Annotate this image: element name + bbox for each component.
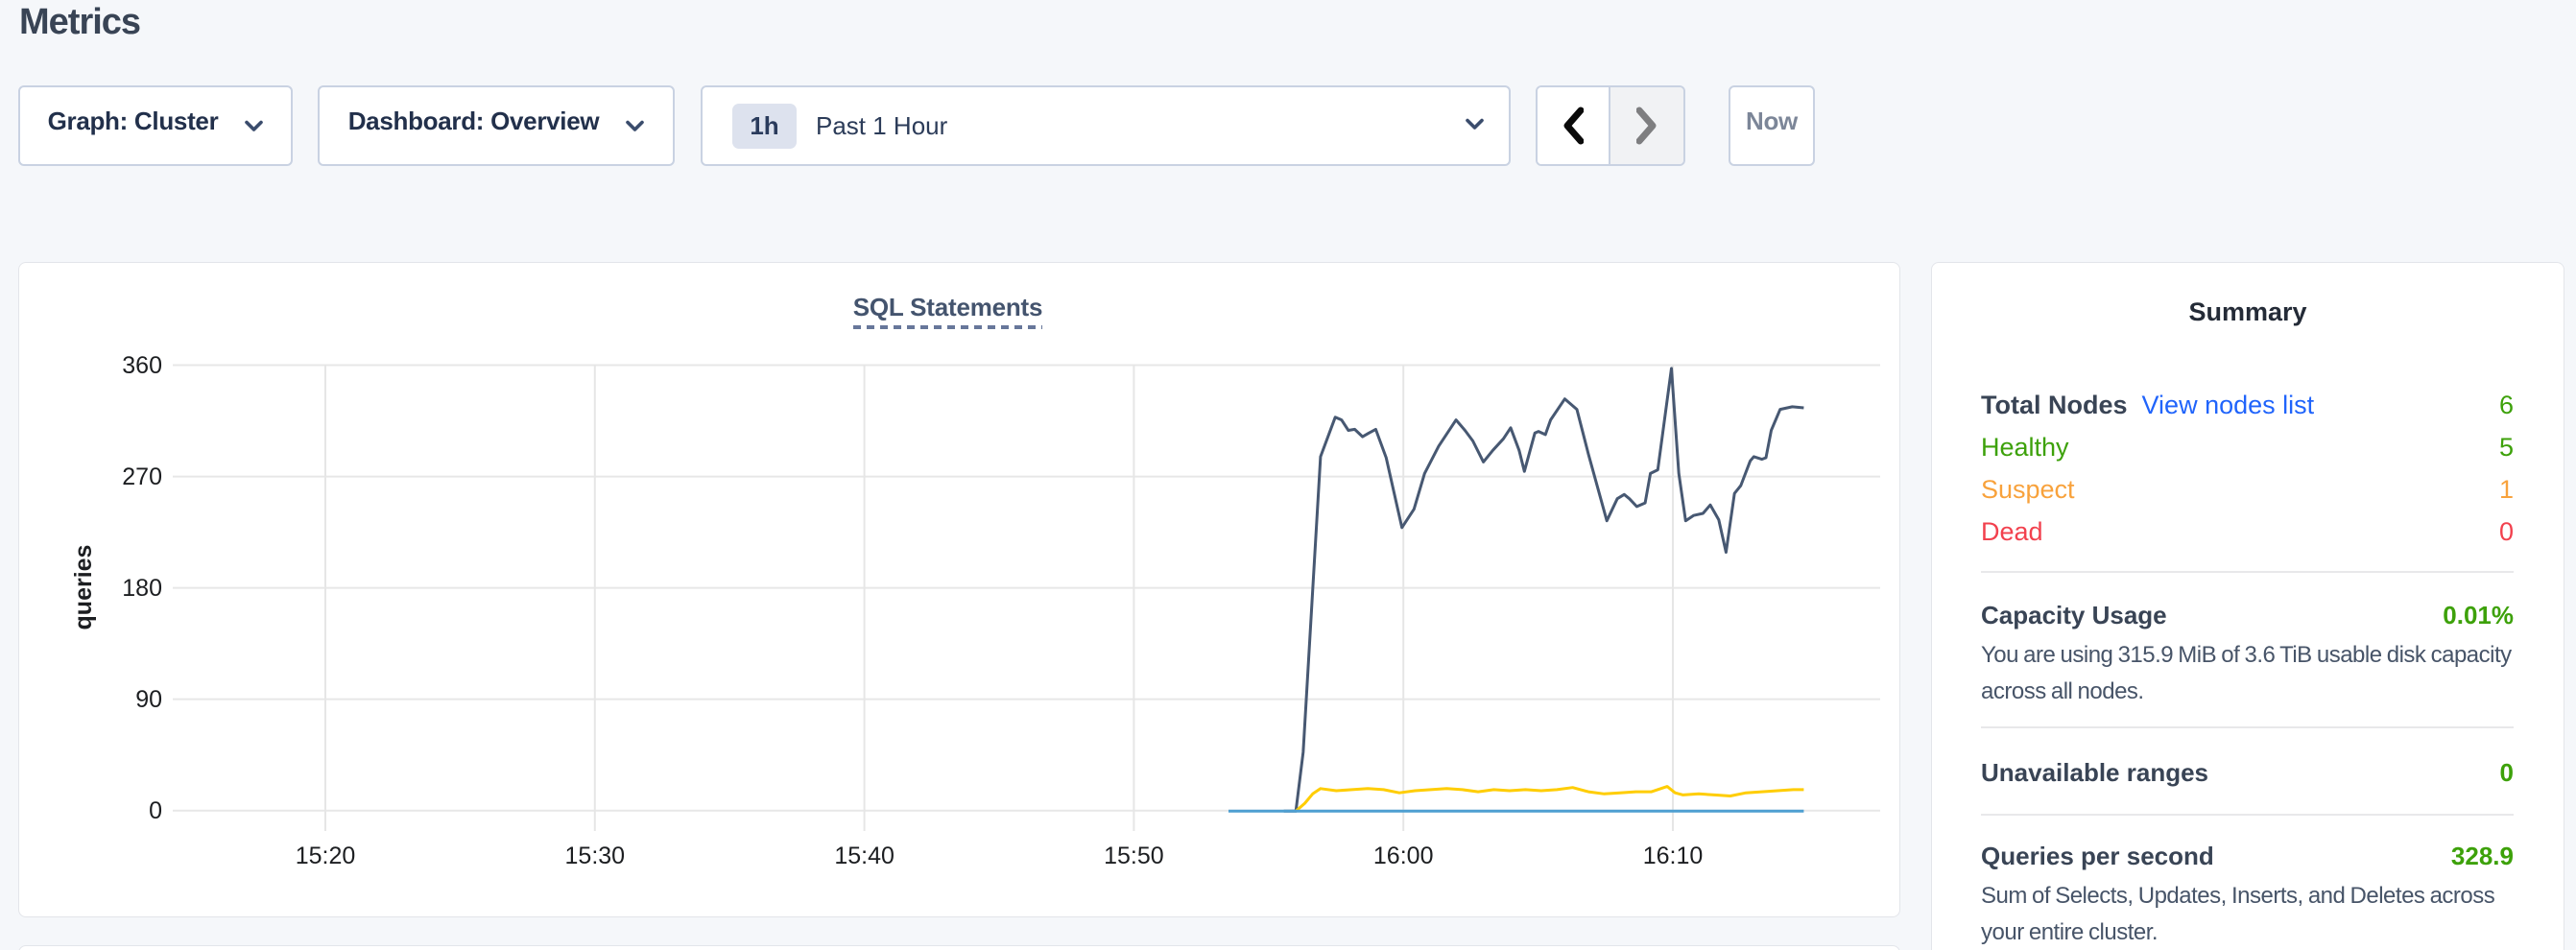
svg-text:15:20: 15:20 xyxy=(296,843,356,869)
svg-text:16:00: 16:00 xyxy=(1373,843,1434,869)
svg-text:16:10: 16:10 xyxy=(1643,843,1704,869)
svg-text:180: 180 xyxy=(122,575,162,602)
svg-text:90: 90 xyxy=(135,686,162,713)
svg-text:270: 270 xyxy=(122,463,162,490)
svg-text:0: 0 xyxy=(149,797,162,824)
svg-text:queries: queries xyxy=(70,545,97,630)
svg-text:360: 360 xyxy=(122,352,162,379)
svg-text:15:30: 15:30 xyxy=(565,843,626,869)
svg-text:15:40: 15:40 xyxy=(834,843,894,869)
svg-text:15:50: 15:50 xyxy=(1104,843,1164,869)
